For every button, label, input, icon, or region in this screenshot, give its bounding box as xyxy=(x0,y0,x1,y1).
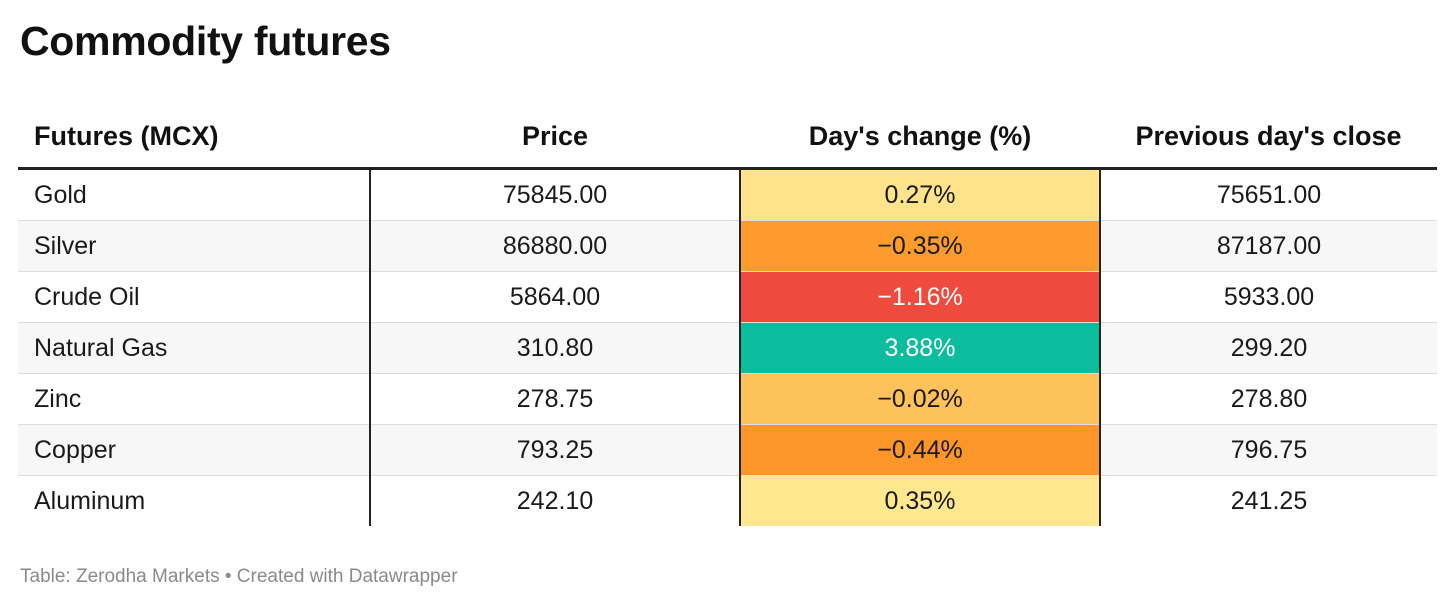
cell-day-change: −0.44% xyxy=(739,424,1101,476)
table-row: Aluminum 242.10 0.35% 241.25 xyxy=(18,475,1437,526)
cell-prev-close: 796.75 xyxy=(1100,424,1437,476)
cell-price: 278.75 xyxy=(369,373,740,425)
cell-futures-name: Crude Oil xyxy=(18,271,370,323)
cell-day-change: 3.88% xyxy=(739,322,1101,374)
column-header-futures[interactable]: Futures (MCX) xyxy=(18,105,370,170)
cell-prev-close: 87187.00 xyxy=(1100,220,1437,272)
cell-prev-close: 241.25 xyxy=(1230,486,1308,515)
column-header-price[interactable]: Price xyxy=(370,105,740,170)
table-row: Silver 86880.00 −0.35% 87187.00 xyxy=(18,220,1437,272)
table-row: Zinc 278.75 −0.02% 278.80 xyxy=(18,373,1437,425)
cell-futures-name: Copper xyxy=(18,424,370,476)
cell-price: 310.80 xyxy=(369,322,740,374)
cell-day-change: 0.27% xyxy=(739,168,1101,221)
cell-price: 75845.00 xyxy=(369,168,740,221)
cell-futures-name: Zinc xyxy=(18,373,370,425)
cell-price: 5864.00 xyxy=(369,271,740,323)
column-header-change[interactable]: Day's change (%) xyxy=(740,105,1100,170)
cell-day-change: 0.35% xyxy=(739,475,1101,526)
table-row: Natural Gas 310.80 3.88% 299.20 xyxy=(18,322,1437,374)
cell-futures-name: Natural Gas xyxy=(18,322,370,374)
source-footer: Table: Zerodha Markets • Created with Da… xyxy=(20,566,458,587)
cell-day-change: −1.16% xyxy=(739,271,1101,323)
table-row: Gold 75845.00 0.27% 75651.00 xyxy=(18,168,1437,221)
cell-day-change: −0.02% xyxy=(739,373,1101,425)
commodity-table: Futures (MCX) Price Day's change (%) Pre… xyxy=(18,105,1437,526)
cell-futures-name: Silver xyxy=(18,220,370,272)
commodity-table-container: Futures (MCX) Price Day's change (%) Pre… xyxy=(18,105,1437,526)
cell-day-change: −0.35% xyxy=(739,220,1101,272)
cell-prev-close: 5933.00 xyxy=(1100,271,1437,323)
header-row: Futures (MCX) Price Day's change (%) Pre… xyxy=(18,105,1437,170)
cell-prev-close: 75651.00 xyxy=(1100,168,1437,221)
table-row: Crude Oil 5864.00 −1.16% 5933.00 xyxy=(18,271,1437,323)
cell-price: 242.10 xyxy=(369,475,740,526)
cell-price: 793.25 xyxy=(369,424,740,476)
cell-futures-name: Gold xyxy=(18,168,370,221)
cell-prev-close: 299.20 xyxy=(1100,322,1437,374)
table-body: Gold 75845.00 0.27% 75651.00 Silver 86880.00−… xyxy=(18,168,1437,526)
table-header: Futures (MCX) Price Day's change (%) Pre… xyxy=(18,105,1437,170)
page-title: Commodity futures xyxy=(20,18,391,64)
column-header-prev-close[interactable]: Previous day's close xyxy=(1100,105,1437,170)
table-row: Copper 793.25 −0.44% 796.75 xyxy=(18,424,1437,476)
cell-price: 86880.00 xyxy=(369,220,740,272)
cell-futures-name: Aluminum xyxy=(34,486,146,515)
cell-prev-close: 278.80 xyxy=(1100,373,1437,425)
